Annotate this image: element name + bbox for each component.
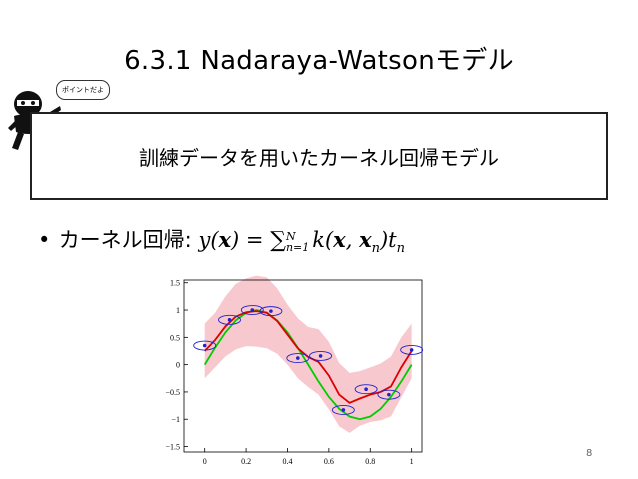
box-text: 訓練データを用いたカーネル回帰モデル [139,145,499,170]
x-tick-label: 0.4 [282,457,292,466]
data-point [387,392,391,397]
data-point [296,356,300,360]
kernel-ellipse [400,344,424,355]
kernel-regression-chart: 0 0.2 0.4 0.6 0.8 1 1.5 1 0.5 0 −0.5 −1 −1.5 [165,275,424,466]
kernel-ellipse [193,340,217,351]
x-tick-label: 0.6 [324,457,334,466]
y-tick-label: 0.5 [170,333,180,342]
x-tick-label: 1 [410,457,414,466]
y-tick-label: 0 [176,361,180,370]
kernel-ellipse [331,405,355,415]
bullet-dot: • [38,228,51,252]
data-point [409,348,414,352]
y-tick-label: −0.5 [165,388,180,397]
kernel-ellipse [218,314,241,325]
y-tick-label: −1 [171,415,180,424]
highlight-box: 訓練データを用いたカーネル回帰モデル [30,112,608,200]
y-tick-label: 1.5 [170,279,180,288]
data-point [318,354,323,358]
uncertainty-band [204,275,412,433]
x-tick-label: 0.8 [365,457,375,466]
data-point [364,387,368,392]
page-number: 8 [586,448,593,459]
kernel-ellipse [286,353,310,364]
data-point [269,309,273,313]
kernel-ellipse [354,384,378,395]
kernel-ellipse [309,350,333,361]
data-point [202,343,207,348]
data-point [227,318,232,322]
x-tick-label: 0 [203,457,207,466]
slide-title: 6.3.1 Nadaraya-Watsonモデル [124,46,514,76]
kernel-ellipse [377,389,401,400]
plot-frame [183,279,423,453]
x-tick-label: 0.2 [241,457,251,466]
data-point [341,408,346,412]
callout-bubble: ポイントだよ [56,80,110,100]
data-point [250,308,255,312]
bullet-label: カーネル回帰: [58,228,192,252]
kernel-ellipse [259,306,283,317]
kernel-ellipse [240,305,264,315]
y-tick-label: −1.5 [165,443,180,452]
y-tick-label: 1 [176,306,180,315]
